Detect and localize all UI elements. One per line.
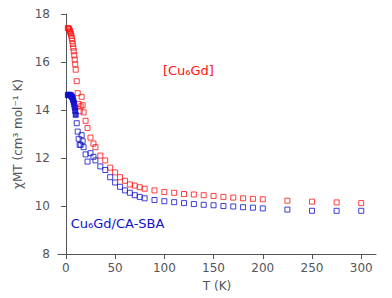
svg-text:300: 300 <box>350 261 373 275</box>
svg-text:100: 100 <box>153 261 176 275</box>
svg-text:[Cu₆Gd]: [Cu₆Gd] <box>163 63 214 78</box>
svg-text:150: 150 <box>202 261 225 275</box>
svg-text:0: 0 <box>62 261 70 275</box>
svg-text:Cu₆Gd/CA-SBA: Cu₆Gd/CA-SBA <box>71 216 165 231</box>
svg-text:16: 16 <box>35 55 50 69</box>
svg-text:χMT (cm³ mol⁻¹ K): χMT (cm³ mol⁻¹ K) <box>11 79 25 189</box>
svg-text:T (K): T (K) <box>202 279 231 293</box>
svg-text:50: 50 <box>107 261 122 275</box>
svg-text:8: 8 <box>42 247 50 261</box>
svg-text:18: 18 <box>35 7 50 21</box>
svg-text:200: 200 <box>251 261 274 275</box>
svg-text:14: 14 <box>35 103 50 117</box>
svg-text:10: 10 <box>35 199 50 213</box>
svg-text:12: 12 <box>35 151 50 165</box>
svg-text:250: 250 <box>301 261 324 275</box>
